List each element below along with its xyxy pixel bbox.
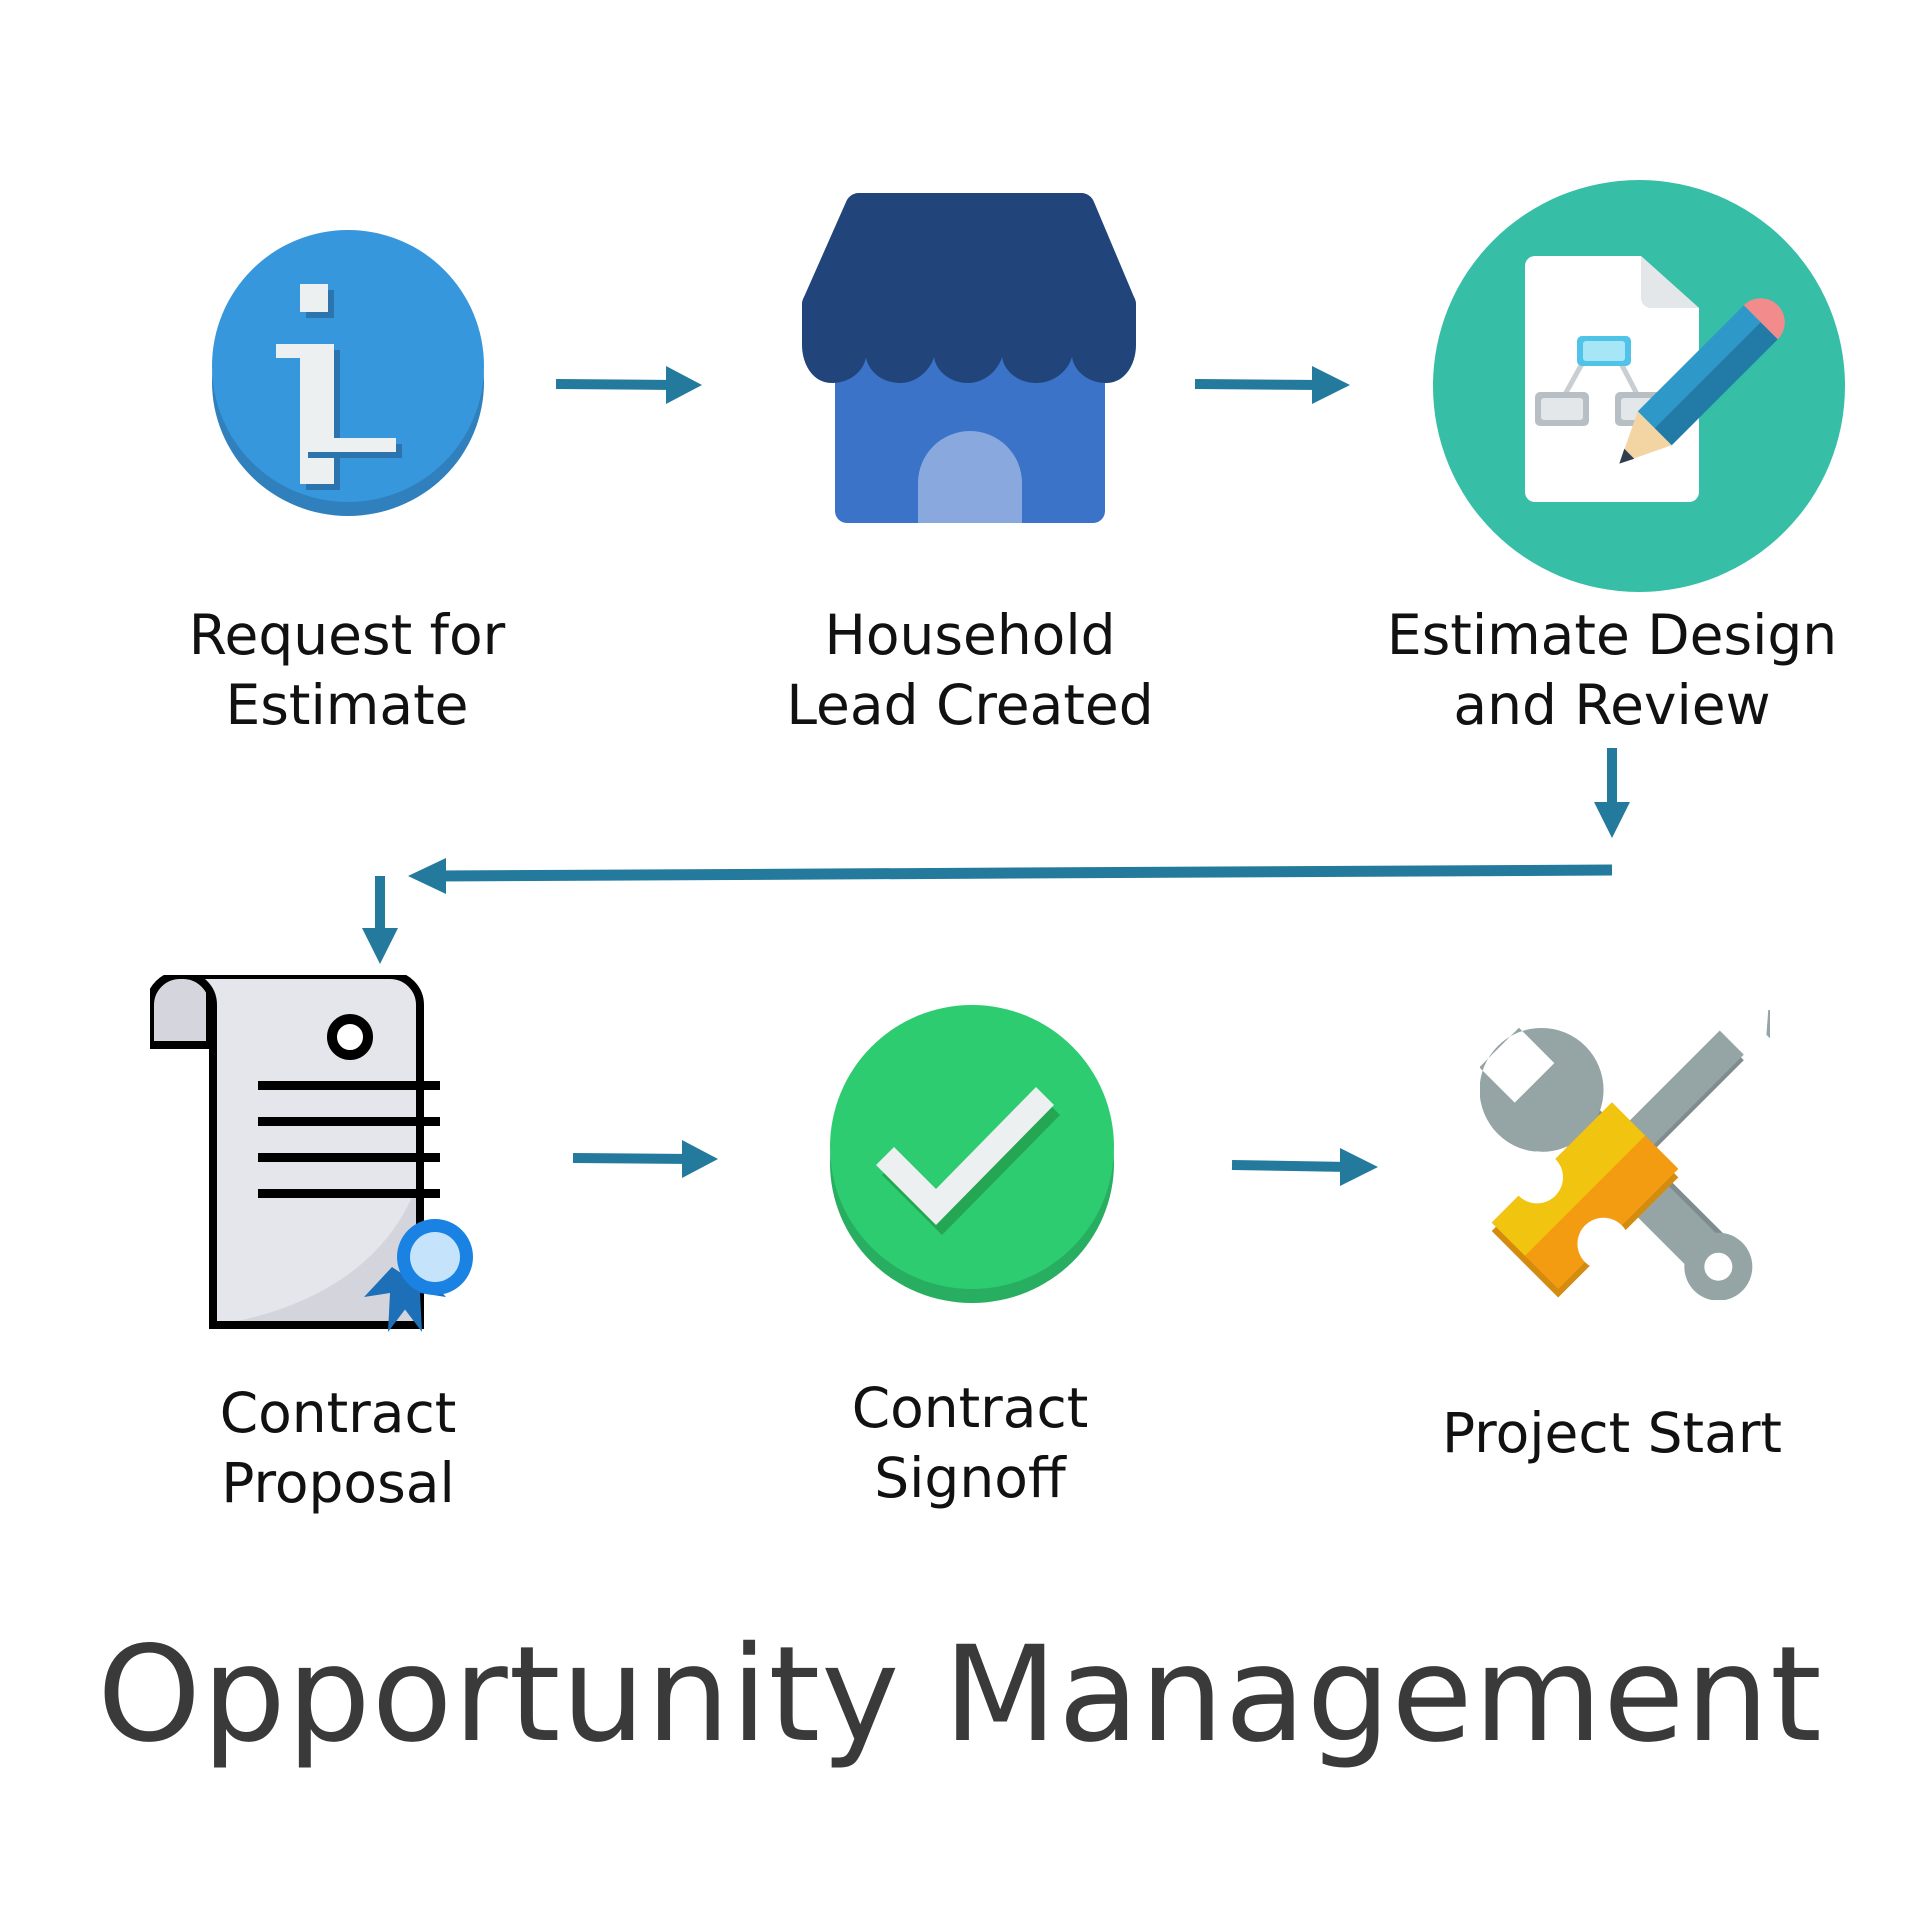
step-label-household-lead-created: Household Lead Created [786, 603, 1154, 737]
step-label-project-start: Project Start [1441, 1401, 1783, 1465]
arrow-right-3 [572, 1140, 718, 1178]
step-label-request-for-estimate: Request for Estimate [188, 603, 506, 737]
step-label-estimate-design-and-review: Estimate Design and Review [1386, 603, 1838, 737]
storefront-icon [801, 193, 1137, 523]
arrow-left-return [408, 858, 1613, 894]
info-icon [212, 230, 484, 516]
diagram-title: Opportunity Management [97, 1618, 1823, 1772]
step-label-contract-proposal: Contract Proposal [219, 1381, 457, 1515]
arrow-right-2 [1194, 366, 1350, 404]
certificate-scroll-icon [150, 975, 473, 1332]
arrow-right-4 [1231, 1148, 1378, 1186]
arrow-down-1 [1594, 748, 1630, 838]
arrow-down-2 [362, 876, 398, 964]
checkmark-icon [830, 1005, 1114, 1303]
step-label-contract-signoff: Contract Signoff [851, 1376, 1089, 1510]
design-document-icon [1433, 180, 1845, 592]
arrow-right-1 [555, 366, 702, 404]
tools-icon [1480, 1010, 1770, 1300]
